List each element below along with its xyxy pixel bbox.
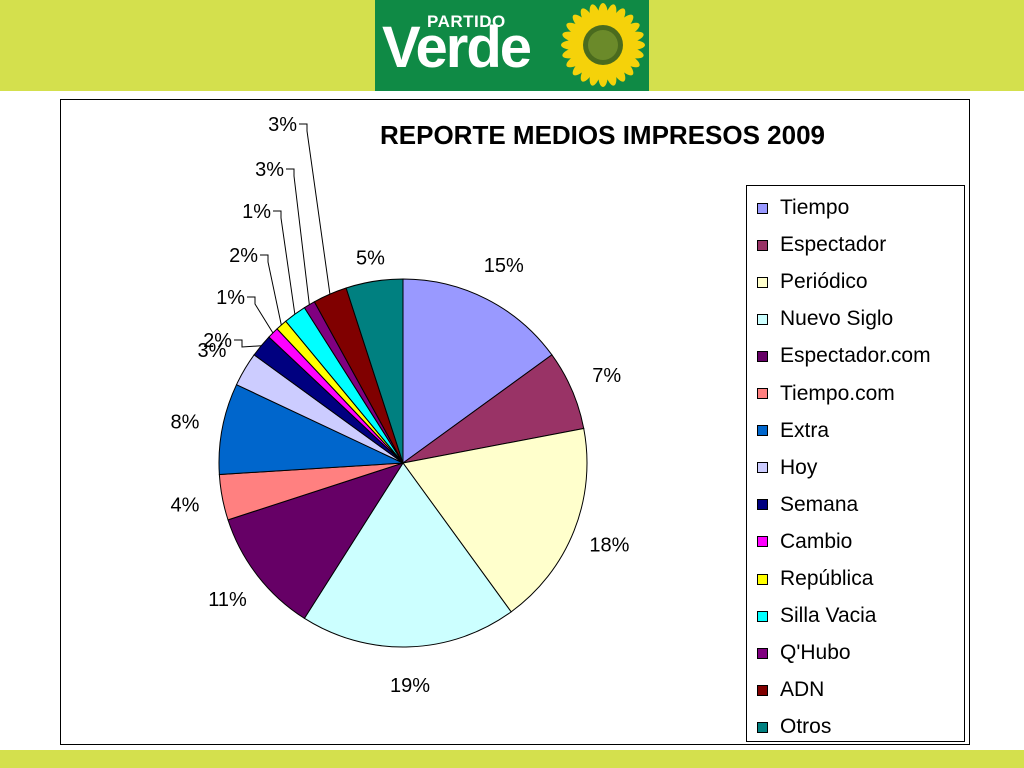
legend-item: Extra: [757, 419, 829, 443]
legend-swatch: [757, 499, 768, 511]
leader-line-13: [299, 123, 331, 295]
legend-item: Espectador.com: [757, 344, 931, 368]
legend-label: Espectador.com: [780, 344, 931, 368]
legend-swatch: [757, 388, 768, 399]
slice-label-0: 15%: [484, 255, 524, 277]
logo-large-text: Verde: [382, 15, 532, 80]
legend-swatch: [757, 239, 768, 251]
legend-swatch: [757, 202, 768, 214]
legend-label: Nuevo Siglo: [780, 307, 894, 331]
legend-label: Q'Hubo: [780, 641, 851, 665]
legend-swatch: [757, 462, 768, 474]
slice-label-9: 1%: [216, 287, 245, 309]
slice-label-8: 2%: [203, 330, 232, 352]
legend-item: Otros: [757, 715, 831, 739]
pie-slice-4: [227, 462, 405, 620]
slice-label-13: 3%: [268, 114, 297, 136]
legend-swatch: [757, 313, 768, 325]
slice-label-14: 5%: [356, 248, 385, 270]
partido-verde-logo: PARTIDO Verde: [375, 0, 649, 91]
legend-swatch: [757, 425, 768, 437]
leader-line-9: [247, 296, 274, 334]
legend-label: Cambio: [780, 529, 853, 553]
logo-small-text: PARTIDO: [427, 12, 506, 31]
legend-item: República: [757, 567, 873, 591]
legend-item: Nuevo Siglo: [757, 307, 893, 331]
slice-label-2: 18%: [589, 535, 629, 557]
legend-item: Espectador: [757, 233, 886, 257]
slice-label-6: 8%: [170, 411, 199, 433]
legend-item: Tiempo: [757, 196, 849, 220]
legend-item: Tiempo.com: [757, 382, 895, 406]
slice-label-5: 4%: [170, 495, 199, 517]
leader-line-11: [273, 210, 296, 315]
legend-label: Extra: [780, 418, 830, 442]
leader-line-10: [260, 254, 282, 326]
legend-swatch: [757, 573, 768, 585]
legend-swatch: [757, 610, 768, 622]
legend-label: Otros: [780, 715, 832, 739]
slice-label-10: 2%: [229, 245, 258, 267]
legend-label: Semana: [780, 492, 859, 516]
legend-item: Q'Hubo: [757, 641, 851, 665]
slice-label-3: 19%: [390, 675, 430, 697]
slice-label-11: 1%: [242, 201, 271, 223]
pie-slice-2: [402, 427, 588, 613]
legend-item: Silla Vacia: [757, 604, 877, 628]
leader-line-8: [234, 339, 262, 348]
legend-label: Espectador: [780, 233, 887, 257]
legend-swatch: [757, 684, 768, 696]
chart-legend: Tiempo Espectador Periódico Nuevo Siglo Espe…: [746, 185, 965, 742]
sunflower-icon: [561, 3, 645, 87]
legend-swatch: [757, 536, 768, 548]
leader-line-12: [286, 168, 310, 305]
legend-item: Hoy: [757, 456, 817, 480]
pie-slice-3: [303, 462, 512, 648]
slice-label-12: 3%: [255, 159, 284, 181]
chart-title: REPORTE MEDIOS IMPRESOS 2009: [380, 120, 826, 150]
legend-label: Tiempo: [780, 196, 850, 219]
legend-swatch: [757, 350, 768, 362]
legend-label: ADN: [780, 678, 825, 702]
pie-slice-6: [218, 383, 404, 476]
pie-slice-0: [402, 278, 553, 464]
legend-swatch: [757, 721, 768, 733]
legend-item: Cambio: [757, 530, 852, 554]
slice-label-7: 3%: [197, 340, 226, 362]
legend-item: Semana: [757, 493, 858, 517]
legend-item: Periódico: [757, 270, 868, 294]
slice-label-4: 11%: [208, 589, 247, 611]
legend-label: Tiempo.com: [780, 381, 895, 405]
legend-label: República: [780, 567, 874, 590]
legend-swatch: [757, 647, 768, 659]
legend-label: Periódico: [780, 270, 868, 294]
legend-item: ADN: [757, 678, 824, 702]
pie-slice-14: [345, 278, 404, 464]
legend-swatch: [757, 276, 768, 288]
legend-label: Silla Vacia: [780, 604, 877, 628]
legend-label: Hoy: [780, 455, 818, 479]
bottom-band: [0, 750, 1024, 768]
slice-label-1: 7%: [592, 365, 621, 387]
